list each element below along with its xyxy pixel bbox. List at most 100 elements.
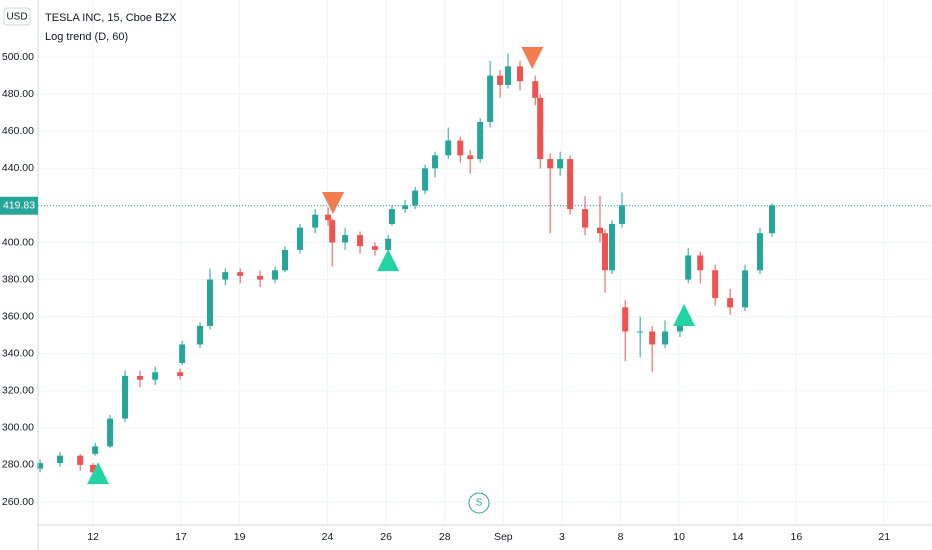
candle-body [329,220,336,243]
x-tick-label: 26 [380,531,392,543]
candle-body [457,140,464,156]
candle-body [342,235,349,243]
candle-body [712,270,719,299]
symbol-title: TESLA INC, 15, Cboe BZX [45,12,177,24]
session-marker[interactable] [468,492,490,514]
x-tick-label: 14 [732,531,744,543]
candle-body [487,75,494,122]
candle-body [37,463,44,469]
candle-body [312,214,319,228]
candle-body [622,307,629,332]
candle-body [107,418,114,447]
candle-body [282,249,289,271]
x-tick-label: 10 [673,531,685,543]
candle-body [222,272,229,280]
y-tick-label: 280.00 [2,459,34,471]
candle-body [517,66,524,82]
y-tick-label: 400.00 [2,236,34,248]
y-tick-label: 260.00 [2,496,34,508]
buy-signal [377,249,400,272]
sell-signal [322,191,345,214]
candle-body [742,270,749,308]
candle-body [56,455,63,464]
candle-body [136,375,143,380]
candle-body [727,298,734,308]
candle-body [388,209,395,224]
x-tick-label: 24 [322,531,334,543]
candle-body [152,372,159,380]
y-tick-label: 360.00 [2,310,34,322]
candle-body [582,209,589,228]
sell-signal [521,47,544,70]
candle-body [677,324,684,332]
x-tick-label: 3 [559,531,565,543]
candle-body [769,205,776,234]
y-tick-label: 300.00 [2,422,34,434]
last-price-label: 419.83 [3,199,35,211]
y-tick-label: 440.00 [2,162,34,174]
indicator-title[interactable]: Log trend (D, 60) [45,31,128,43]
candle-body [257,275,264,280]
candle-body [649,331,656,345]
candle-body [122,375,129,419]
candle-body [357,235,364,247]
last-price-tag [0,196,38,215]
candle-body [567,159,574,210]
candle-body [402,205,409,210]
x-tick-label: 16 [790,531,802,543]
y-tick-label: 320.00 [2,385,34,397]
candle-body [601,233,608,271]
currency-label: USD [6,12,27,23]
candle-body [272,270,279,280]
x-tick-label: 28 [439,531,451,543]
x-tick-label: Sep [494,531,513,543]
candle-body [467,155,474,160]
y-tick-label: 500.00 [2,51,34,63]
candle-body [237,272,244,276]
candle-body [505,66,512,85]
candle-body [371,246,378,250]
candle-body [557,159,564,169]
candle-body [445,140,452,156]
candle-body [207,279,214,326]
x-tick-label: 17 [175,531,187,543]
candle-body [497,75,504,85]
candle-body [685,255,692,280]
candle-body [177,372,184,376]
candle-body [537,97,544,160]
currency-button[interactable] [3,7,31,26]
candle-body [77,455,84,465]
candle-body [532,81,539,98]
candle-body [662,331,669,345]
candle-body [412,190,419,206]
candle-body [325,214,332,221]
axis-labels: 260.00 280.00 300.00 320.00 340.00 360.00 380.… [0,51,890,543]
session-marker-label: S [476,498,483,509]
candle-body [637,331,644,333]
candle-body [197,325,204,345]
x-tick-label: 8 [618,531,624,543]
candle-body [296,227,303,250]
candle-body [432,155,439,169]
y-tick-label: 340.00 [2,347,34,359]
x-tick-label: 12 [87,531,99,543]
plot [37,47,932,485]
y-tick-label: 380.00 [2,273,34,285]
y-tick-label: 480.00 [2,88,34,100]
y-tick-label: 460.00 [2,125,34,137]
buy-signal [673,303,696,326]
candle-body [547,159,554,169]
candle-body [756,233,763,271]
candle-body [179,344,186,363]
candle-body [618,205,625,224]
x-tick-label: 19 [234,531,246,543]
buy-signal [87,462,110,485]
candle-body [697,255,704,271]
candle-body [477,121,484,160]
x-tick-label: 21 [878,531,890,543]
candle-body [597,227,604,234]
candle-body [90,464,97,473]
